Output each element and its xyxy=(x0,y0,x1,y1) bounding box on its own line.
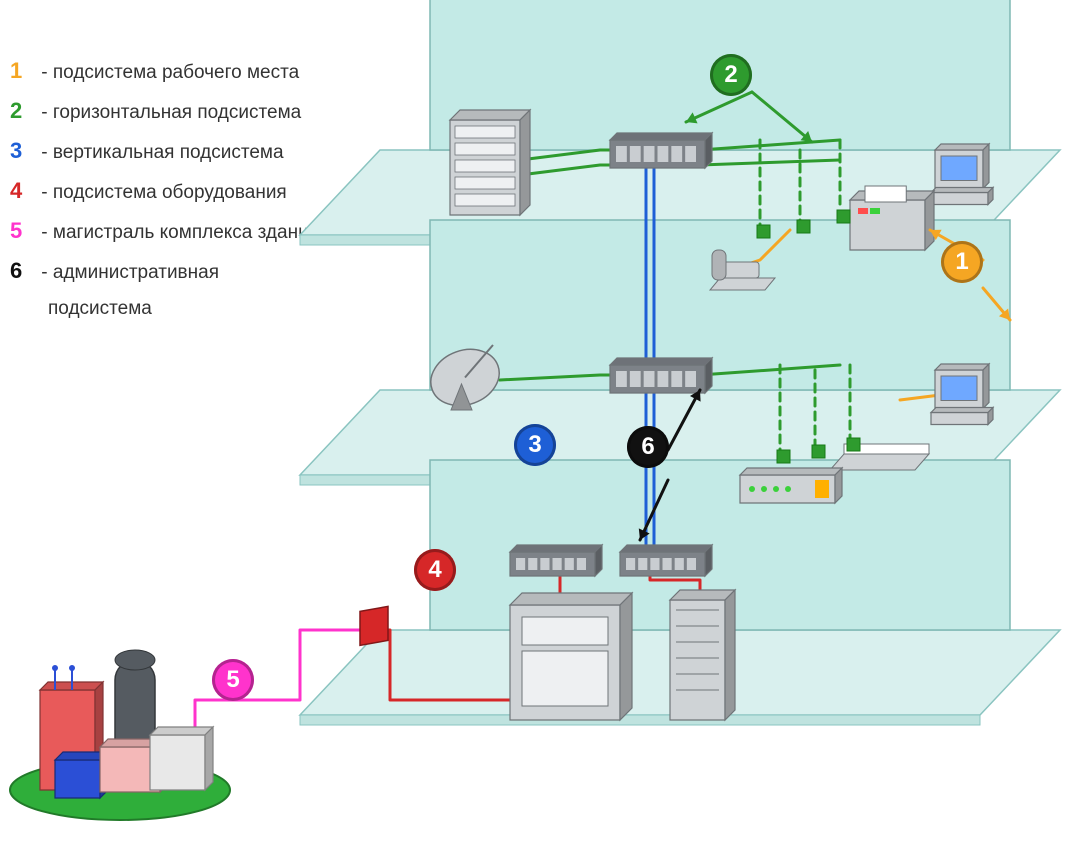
badge-2: 2 xyxy=(710,54,752,96)
badge-3: 3 xyxy=(514,424,556,466)
badge-4: 4 xyxy=(414,549,456,591)
diagram-svg xyxy=(0,0,1077,843)
diagram-stage: Пример СКС 1 - подсистема рабочего места… xyxy=(0,0,1077,843)
badge-5: 5 xyxy=(212,659,254,701)
badge-1: 1 xyxy=(941,241,983,283)
badge-6: 6 xyxy=(627,426,669,468)
